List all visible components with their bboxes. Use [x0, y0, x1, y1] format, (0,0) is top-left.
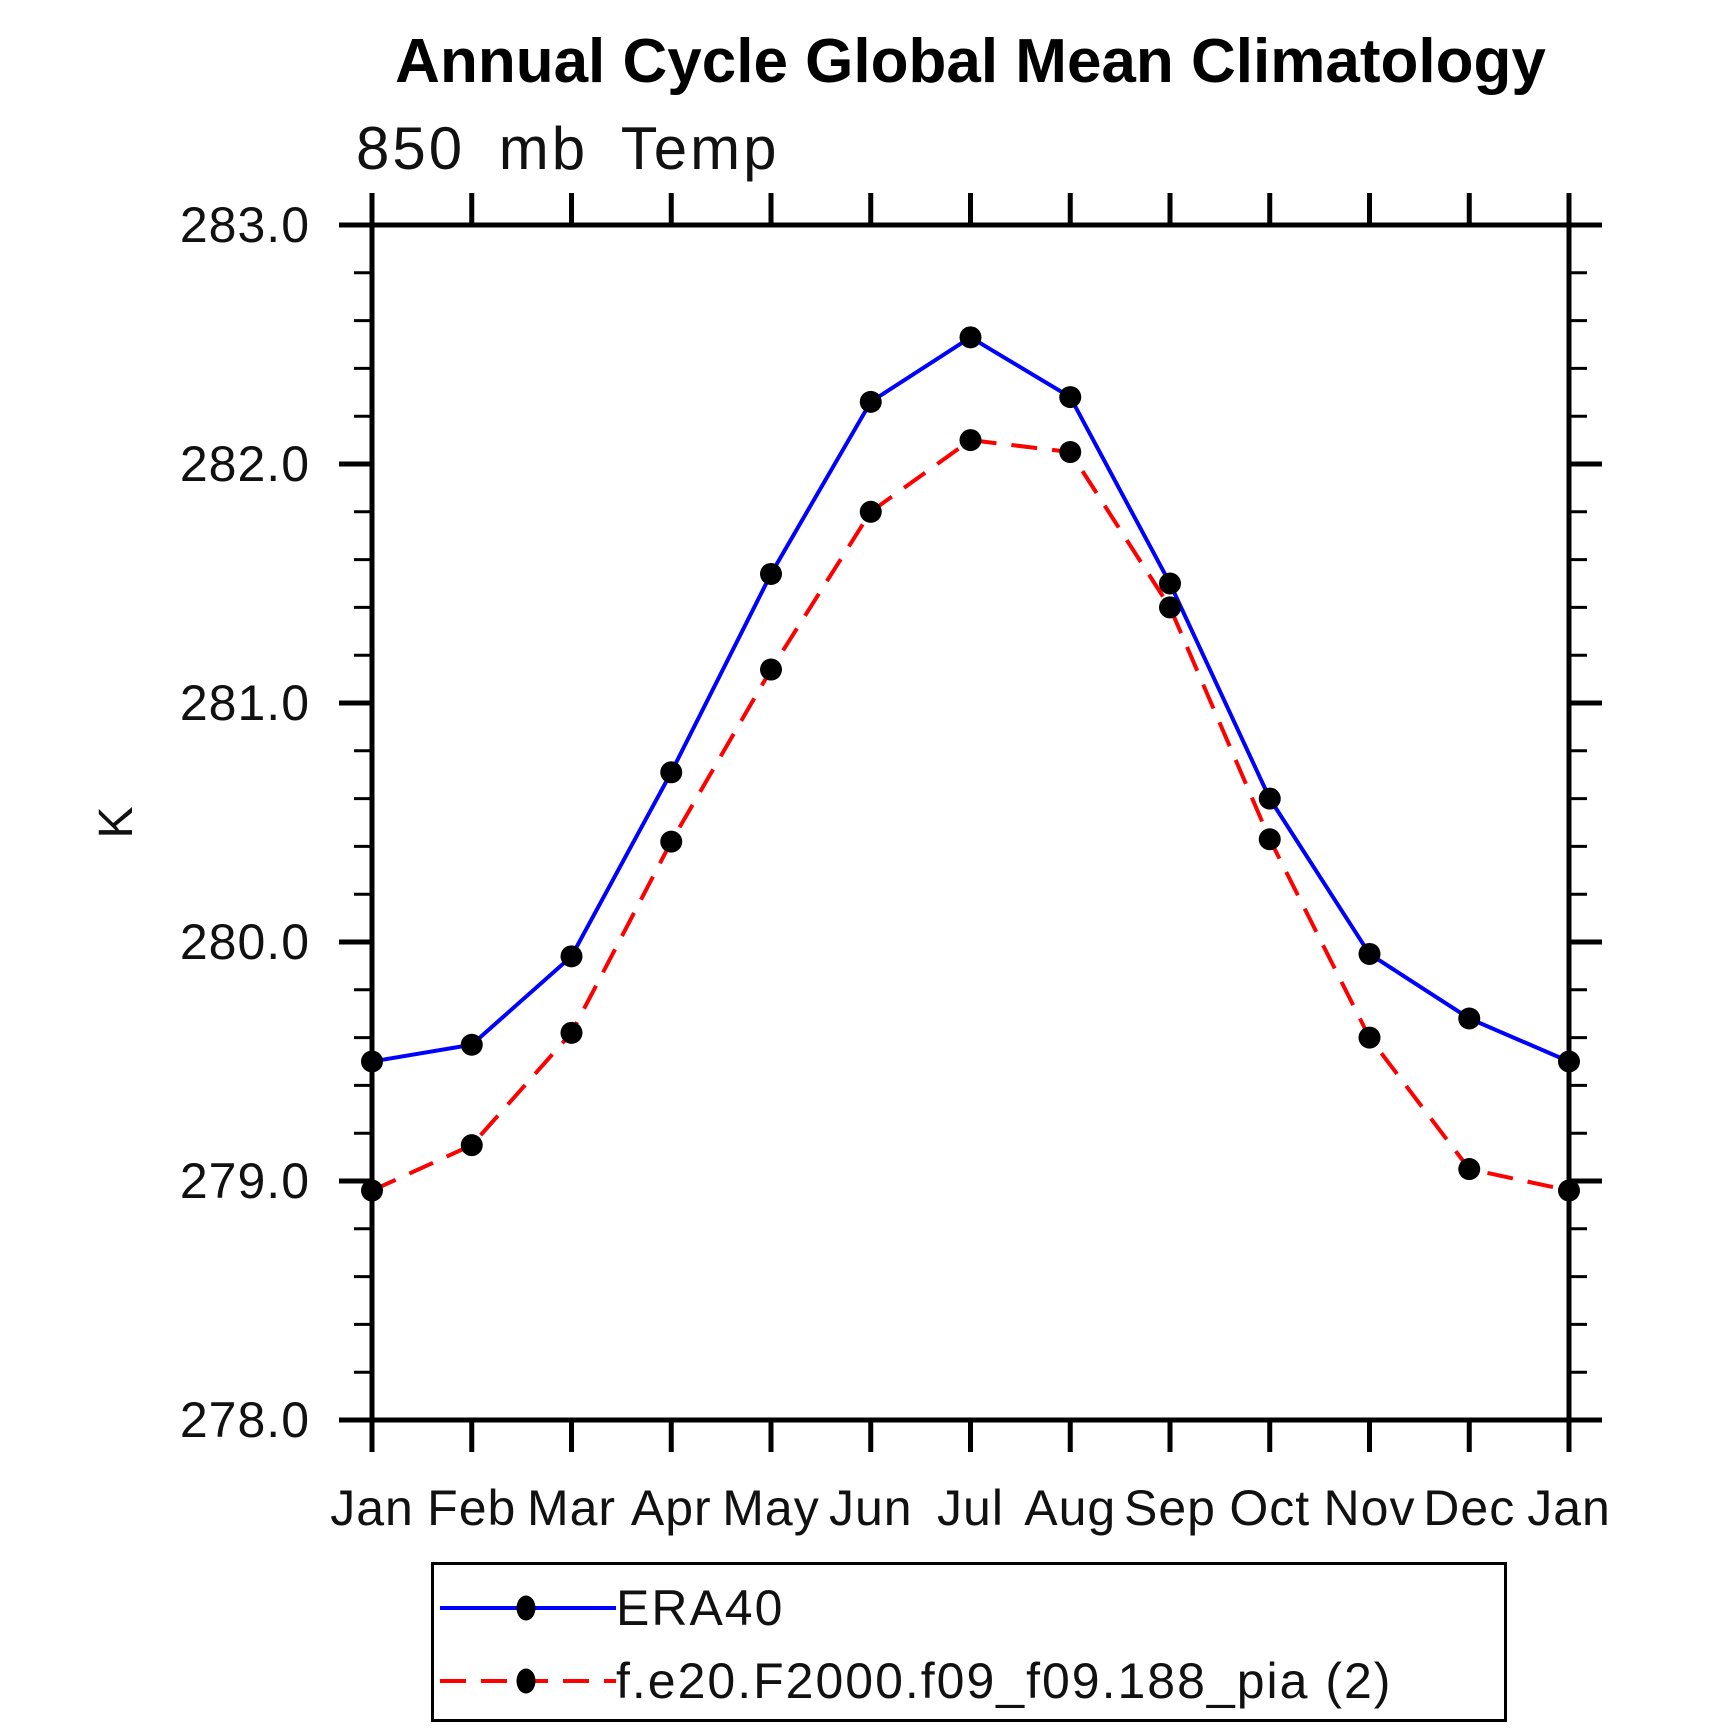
data-point-series-1 — [1358, 1026, 1381, 1049]
data-point-series-1 — [361, 1179, 383, 1202]
x-tick-label: Jan — [330, 1480, 414, 1536]
x-tick-label: Apr — [631, 1480, 712, 1536]
data-point-series-0 — [859, 390, 882, 413]
y-tick-label: 278.0 — [180, 1392, 310, 1448]
y-tick-label: 280.0 — [180, 914, 310, 970]
x-tick-label: Jan — [1527, 1480, 1611, 1536]
data-point-series-1 — [760, 658, 782, 681]
data-point-series-0 — [1159, 572, 1181, 595]
y-tick-label: 279.0 — [180, 1153, 310, 1209]
data-point-series-1 — [1059, 441, 1082, 464]
x-tick-label: Jul — [937, 1480, 1004, 1536]
data-point-series-0 — [959, 326, 982, 349]
data-point-series-1 — [959, 429, 982, 452]
data-point-series-0 — [560, 945, 583, 968]
data-point-series-1 — [560, 1021, 583, 1044]
chart-title: Annual Cycle Global Mean Climatology — [395, 27, 1546, 96]
x-tick-label: Mar — [527, 1480, 616, 1536]
series-line-1 — [371, 438, 1570, 1193]
tick-labels: Jan Feb Mar Apr May Jun Jul Aug Sep Oct Nov Dec Jan2… — [90, 197, 1611, 1536]
x-tick-label: Feb — [427, 1480, 516, 1536]
legend-line-sample-model — [440, 1668, 616, 1694]
data-point-series-0 — [361, 1050, 383, 1073]
legend-marker-model — [516, 1668, 536, 1694]
axis-ticks — [339, 193, 1602, 1452]
y-tick-label: 281.0 — [180, 675, 310, 731]
data-point-series-1 — [460, 1134, 483, 1157]
data-point-series-0 — [1358, 942, 1381, 965]
y-axis-title: K — [90, 805, 143, 838]
legend-marker-era40 — [516, 1595, 536, 1621]
data-point-series-0 — [1059, 386, 1082, 409]
plot-border — [369, 222, 1572, 1423]
legend-label-model: f.e20.F2000.f09_f09.188_pia (2) — [616, 1653, 1393, 1709]
x-tick-label: Nov — [1324, 1480, 1416, 1536]
legend-item-era40: ERA40 — [440, 1576, 784, 1640]
data-point-series-1 — [1258, 828, 1281, 851]
y-tick-label: 283.0 — [180, 197, 310, 253]
data-point-series-0 — [1258, 787, 1281, 810]
data-point-series-1 — [1558, 1179, 1580, 1202]
x-tick-label: Sep — [1124, 1480, 1216, 1536]
x-tick-label: Dec — [1423, 1480, 1515, 1536]
x-tick-label: Aug — [1024, 1480, 1116, 1536]
data-point-series-1 — [1458, 1158, 1481, 1181]
x-tick-label: Jun — [829, 1480, 913, 1536]
data-point-series-0 — [1558, 1050, 1580, 1073]
legend-line-sample-era40 — [440, 1595, 616, 1621]
data-point-series-1 — [1159, 596, 1181, 619]
data-point-series-1 — [859, 500, 882, 523]
chart-subtitle: 850 mb Temp — [356, 115, 780, 182]
data-point-series-0 — [1458, 1007, 1481, 1030]
data-point-series-1 — [660, 830, 683, 853]
legend-item-model: f.e20.F2000.f09_f09.188_pia (2) — [440, 1649, 1392, 1713]
data-point-series-0 — [460, 1033, 483, 1056]
y-tick-label: 282.0 — [180, 436, 310, 492]
data-point-series-0 — [760, 562, 782, 585]
x-tick-label: May — [722, 1480, 819, 1536]
x-tick-label: Oct — [1229, 1480, 1310, 1536]
legend: ERA40 f.e20.F2000.f09_f09.188_pia (2) — [431, 1562, 1507, 1722]
legend-label-era40: ERA40 — [616, 1580, 785, 1636]
data-point-series-0 — [660, 761, 683, 784]
